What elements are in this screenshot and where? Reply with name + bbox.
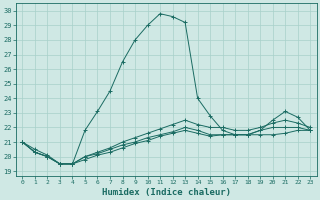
X-axis label: Humidex (Indice chaleur): Humidex (Indice chaleur) (102, 188, 231, 197)
